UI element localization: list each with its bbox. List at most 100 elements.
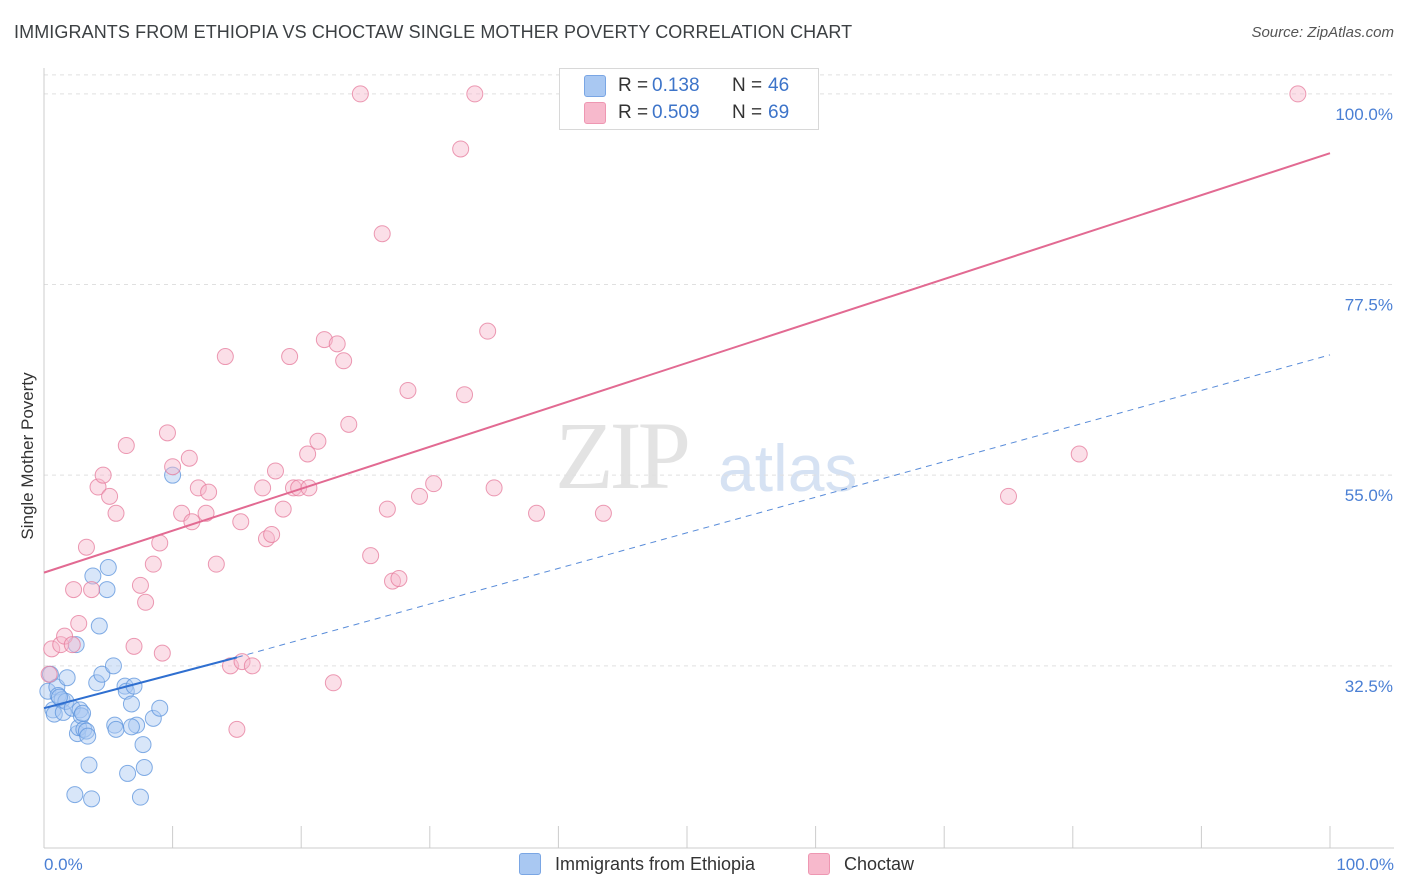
r-label: R = — [618, 102, 649, 123]
choctaw-point — [274, 500, 292, 518]
ethiopia-point — [83, 790, 101, 808]
choctaw-point — [101, 487, 119, 505]
choctaw-point — [40, 665, 58, 683]
choctaw-point — [466, 85, 484, 103]
choctaw-swatch — [584, 102, 606, 124]
choctaw-point — [1070, 445, 1088, 463]
choctaw-point — [63, 636, 81, 654]
choctaw-point — [243, 657, 261, 675]
legend-label-choctaw: Choctaw — [844, 853, 915, 874]
ethiopia-point — [135, 759, 153, 777]
choctaw-point — [207, 555, 225, 573]
ethiopia-point — [93, 665, 111, 683]
choctaw-point — [137, 593, 155, 611]
ethiopia-swatch — [584, 75, 606, 97]
ethiopia-point — [131, 788, 149, 806]
choctaw-point — [153, 644, 171, 662]
ethiopia-point — [99, 559, 117, 577]
n-label: N = — [732, 102, 763, 123]
choctaw-point — [309, 432, 327, 450]
ethiopia-trendline — [43, 656, 238, 710]
choctaw-point — [94, 466, 112, 484]
choctaw-point — [351, 85, 369, 103]
choctaw-point — [390, 570, 408, 588]
choctaw-legend-swatch — [808, 853, 830, 875]
choctaw-point — [43, 640, 61, 658]
choctaw-point — [70, 614, 88, 632]
choctaw-point — [232, 513, 250, 531]
choctaw-point — [263, 525, 281, 543]
choctaw-point — [83, 581, 101, 599]
choctaw-point — [315, 331, 333, 349]
choctaw-point — [1289, 85, 1307, 103]
ethiopia-point — [122, 695, 140, 713]
ethiopia-point — [144, 709, 162, 727]
choctaw-point — [299, 445, 317, 463]
ethiopia-point — [84, 567, 102, 585]
choctaw-point — [180, 449, 198, 467]
choctaw-point — [378, 500, 396, 518]
r-label: R = — [618, 75, 649, 96]
choctaw-point — [479, 322, 497, 340]
choctaw-point — [125, 637, 143, 655]
n-label: N = — [732, 75, 763, 96]
source-label: Source: ZipAtlas.com — [1251, 24, 1394, 41]
ethiopia-point — [122, 718, 140, 736]
n-value: 46 — [768, 75, 790, 96]
choctaw-point — [425, 475, 443, 493]
choctaw-point — [254, 479, 272, 497]
choctaw-point — [452, 140, 470, 158]
choctaw-point — [485, 479, 503, 497]
choctaw-point — [200, 483, 218, 501]
ethiopia-point — [66, 786, 84, 804]
r-value: 0.138 — [652, 75, 700, 96]
y-tick-label: 55.0% — [1345, 486, 1393, 505]
ethiopia-point — [88, 674, 106, 692]
stats-legend: R = 0.138 N = 46 R = 0.509 N = 69 — [559, 68, 819, 130]
choctaw-point — [158, 424, 176, 442]
x-tick-label: 0.0% — [44, 855, 83, 874]
ethiopia-point — [151, 699, 169, 717]
choctaw-point — [335, 352, 353, 370]
y-tick-label: 100.0% — [1335, 105, 1393, 124]
n-value: 69 — [768, 102, 790, 123]
ethiopia-point — [98, 581, 116, 599]
ethiopia-point — [119, 764, 137, 782]
ethiopia-legend-swatch — [519, 853, 541, 875]
ethiopia-point — [67, 636, 85, 654]
choctaw-trendline — [43, 152, 1331, 574]
ethiopia-point — [107, 720, 125, 738]
choctaw-point — [399, 381, 417, 399]
ethiopia-point — [50, 688, 68, 706]
choctaw-point — [281, 348, 299, 366]
y-tick-label: 32.5% — [1345, 677, 1393, 696]
watermark-atlas: atlas — [718, 431, 858, 505]
choctaw-point — [456, 386, 474, 404]
choctaw-point — [131, 576, 149, 594]
watermark-zip: ZIP — [555, 402, 691, 509]
choctaw-point — [528, 504, 546, 522]
legend-item-ethiopia[interactable]: Immigrants from Ethiopia — [519, 852, 755, 876]
choctaw-point — [107, 504, 125, 522]
legend-label-ethiopia: Immigrants from Ethiopia — [555, 853, 756, 874]
ethiopia-point — [104, 657, 122, 675]
legend-item-choctaw[interactable]: Choctaw — [808, 852, 914, 876]
y-tick-label: 77.5% — [1345, 296, 1393, 315]
ethiopia-point — [134, 736, 152, 754]
choctaw-point — [373, 225, 391, 243]
choctaw-point — [362, 547, 380, 565]
ethiopia-point — [90, 617, 108, 635]
choctaw-point — [411, 487, 429, 505]
ethiopia-point — [79, 727, 97, 745]
choctaw-point — [77, 538, 95, 556]
ethiopia-point — [80, 756, 98, 774]
choctaw-point — [52, 636, 70, 654]
choctaw-point — [1000, 487, 1017, 505]
choctaw-point — [197, 504, 215, 522]
chart-title: IMMIGRANTS FROM ETHIOPIA VS CHOCTAW SING… — [14, 22, 853, 42]
choctaw-point — [164, 458, 182, 476]
choctaw-point — [65, 581, 83, 599]
choctaw-point — [324, 674, 342, 692]
choctaw-point — [144, 555, 162, 573]
